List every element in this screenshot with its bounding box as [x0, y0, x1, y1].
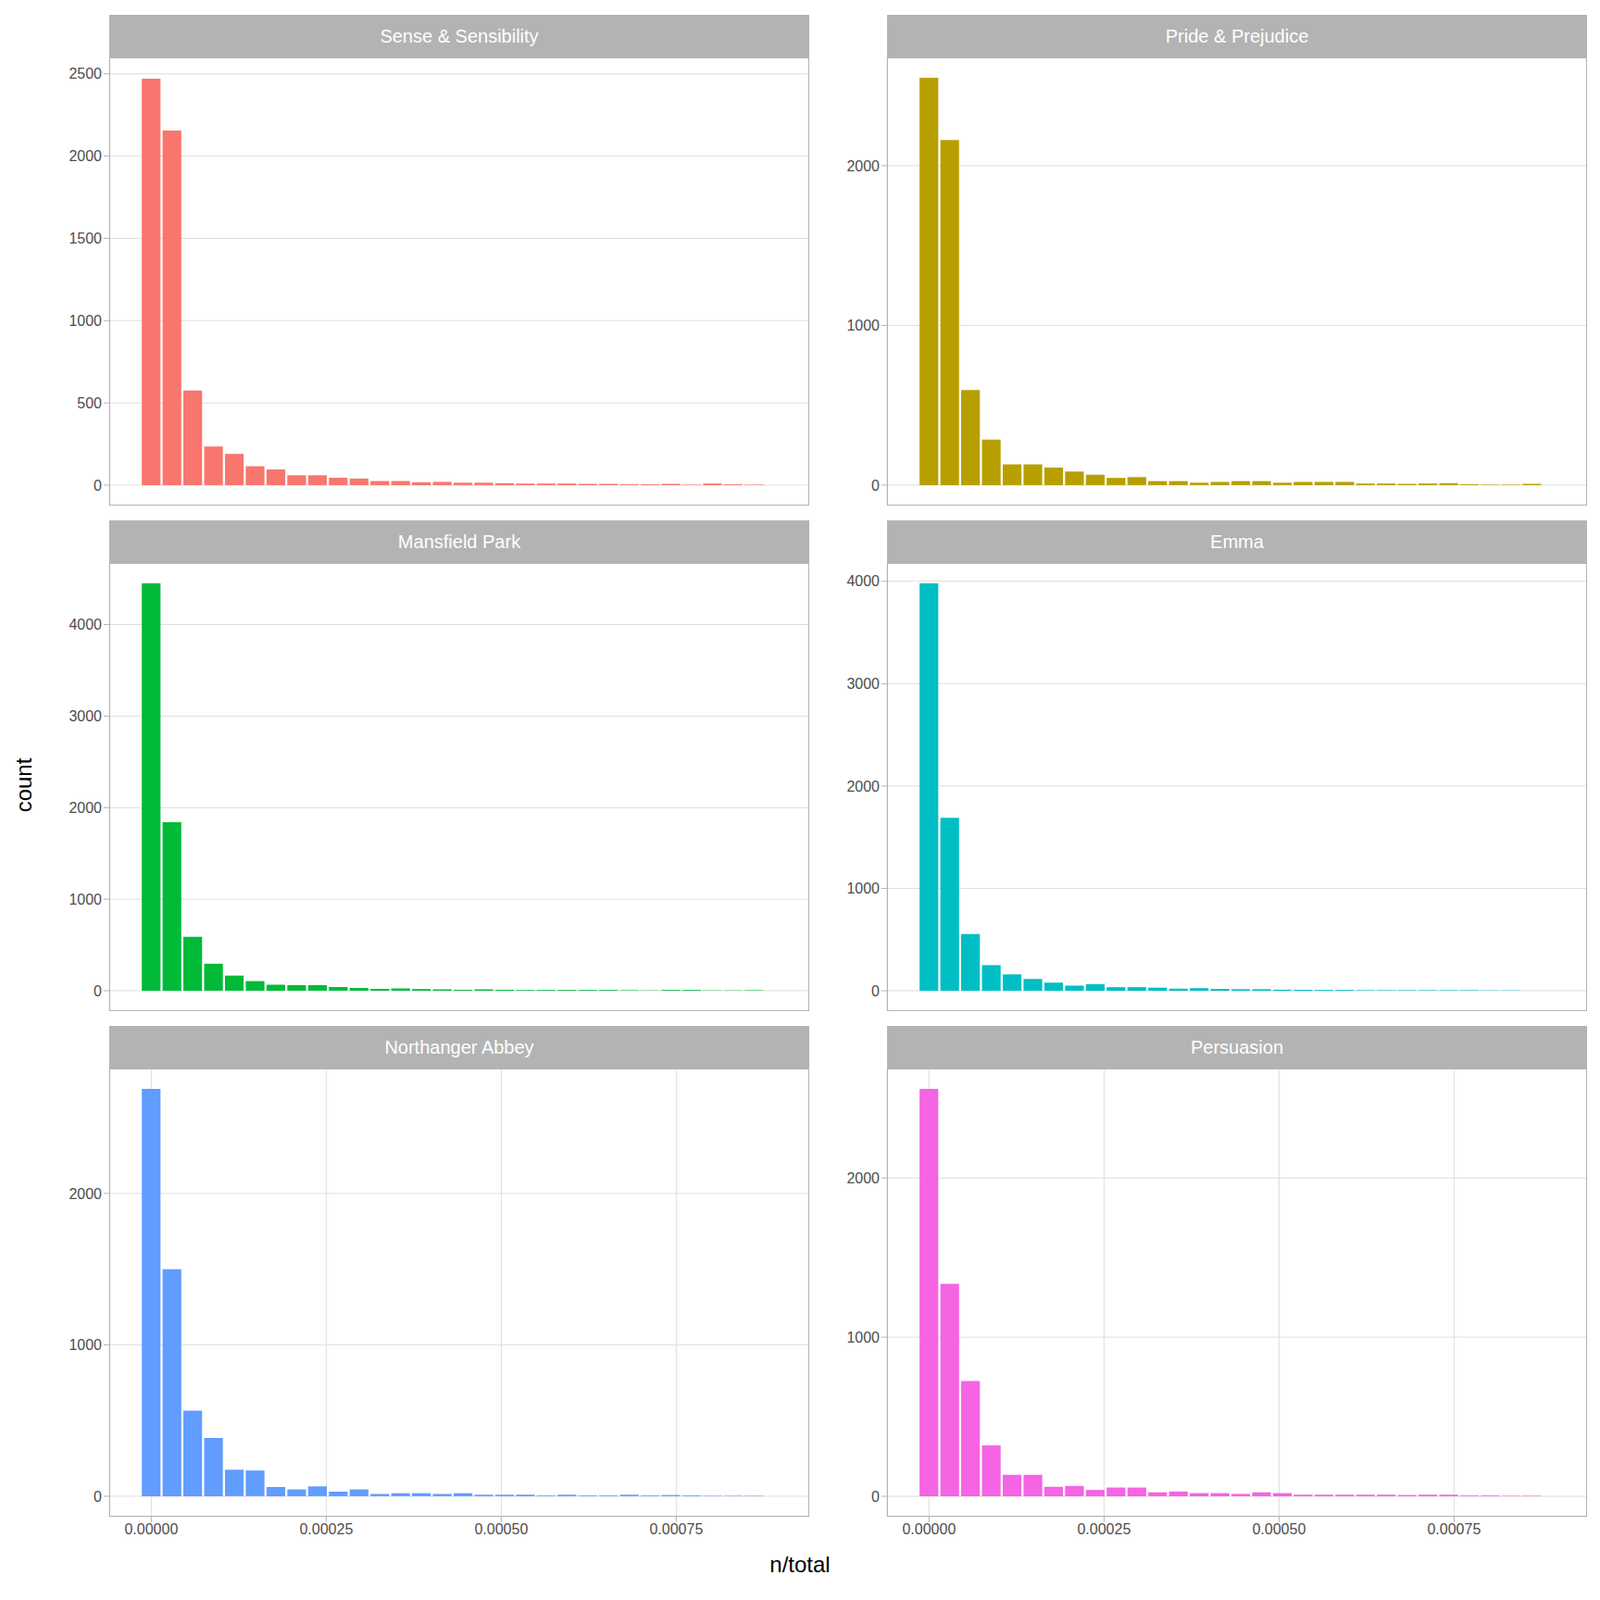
svg-text:3000: 3000 [68, 708, 102, 725]
svg-text:0.00050: 0.00050 [1251, 1521, 1306, 1538]
svg-text:2000: 2000 [846, 1170, 880, 1187]
svg-text:2000: 2000 [846, 158, 880, 175]
svg-text:0.00075: 0.00075 [1426, 1521, 1481, 1538]
svg-text:0: 0 [93, 477, 102, 494]
svg-text:2500: 2500 [68, 65, 102, 82]
svg-text:1000: 1000 [68, 1337, 102, 1353]
svg-text:0.00000: 0.00000 [124, 1521, 178, 1538]
html-text:count: count [11, 757, 37, 813]
html-text:Persuasion: Persuasion [1190, 1036, 1284, 1057]
svg-text:1000: 1000 [846, 880, 880, 897]
svg-text:1500: 1500 [68, 230, 102, 247]
svg-text:4000: 4000 [846, 573, 880, 589]
svg-text:1000: 1000 [846, 317, 880, 334]
svg-text:1000: 1000 [68, 891, 102, 908]
html-text:Mansfield Park: Mansfield Park [398, 531, 521, 552]
svg-text:0: 0 [871, 1488, 880, 1505]
svg-text:4000: 4000 [68, 616, 102, 633]
html-text:n/total: n/total [769, 1551, 831, 1577]
svg-text:0: 0 [871, 983, 880, 1000]
svg-text:0.00075: 0.00075 [649, 1521, 703, 1538]
html-text:Pride & Prejudice: Pride & Prejudice [1165, 25, 1309, 46]
svg-text:2000: 2000 [68, 800, 102, 816]
html-text:Sense & Sensibility: Sense & Sensibility [380, 25, 539, 46]
svg-text:0.00025: 0.00025 [1076, 1521, 1131, 1538]
svg-text:0.00050: 0.00050 [474, 1521, 528, 1538]
svg-text:0: 0 [93, 983, 102, 1000]
svg-text:0.00000: 0.00000 [901, 1521, 956, 1538]
html-text:Emma: Emma [1210, 531, 1264, 552]
svg-text:3000: 3000 [846, 675, 880, 692]
svg-text:2000: 2000 [68, 148, 102, 164]
html-text:Northanger Abbey: Northanger Abbey [384, 1036, 534, 1057]
svg-text:500: 500 [76, 395, 102, 412]
svg-text:0: 0 [871, 477, 880, 494]
svg-text:1000: 1000 [846, 1329, 880, 1346]
svg-text:0: 0 [93, 1488, 102, 1505]
svg-text:1000: 1000 [68, 312, 102, 329]
svg-text:2000: 2000 [846, 778, 880, 795]
svg-text:0.00025: 0.00025 [299, 1521, 353, 1538]
svg-text:2000: 2000 [68, 1186, 102, 1202]
